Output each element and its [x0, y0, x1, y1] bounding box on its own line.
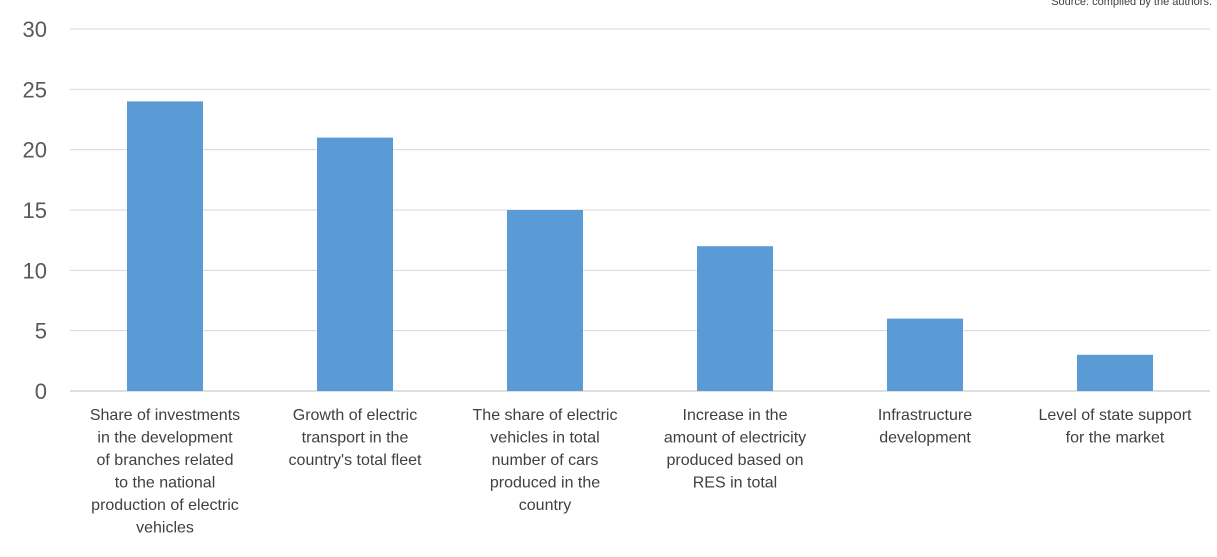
bar: [317, 137, 393, 391]
x-category-label: Infrastructure development: [878, 407, 972, 447]
bar: [697, 246, 773, 391]
y-tick-label: 20: [23, 138, 47, 163]
bar: [1077, 354, 1153, 391]
source-note: Source: compiled by the authors.: [1051, 0, 1212, 8]
x-category-label: Share of investments in the development of…: [90, 407, 240, 537]
y-axis-ticks: 0 5 10 15 20 25 30: [23, 17, 47, 404]
bar: [507, 210, 583, 391]
y-tick-label: 10: [23, 258, 47, 283]
y-tick-label: 15: [23, 198, 47, 223]
x-category-label: Level of state support for the market: [1039, 407, 1193, 447]
bars: [127, 101, 1153, 392]
bar: [127, 101, 203, 392]
x-category-label: Growth of electric transport in the countr…: [289, 407, 422, 469]
x-category-label: The share of electric vehicles in total nu…: [473, 407, 618, 514]
y-tick-label: 30: [23, 17, 47, 42]
y-tick-label: 25: [23, 77, 47, 102]
bar: [887, 318, 963, 391]
y-tick-label: 5: [35, 319, 47, 344]
y-tick-label: 0: [35, 379, 47, 404]
x-category-label: Increase in the amount of electricity prod…: [664, 407, 806, 492]
gridlines: [70, 28, 1210, 392]
x-axis-labels: Share of investments in the development of…: [90, 407, 1192, 537]
